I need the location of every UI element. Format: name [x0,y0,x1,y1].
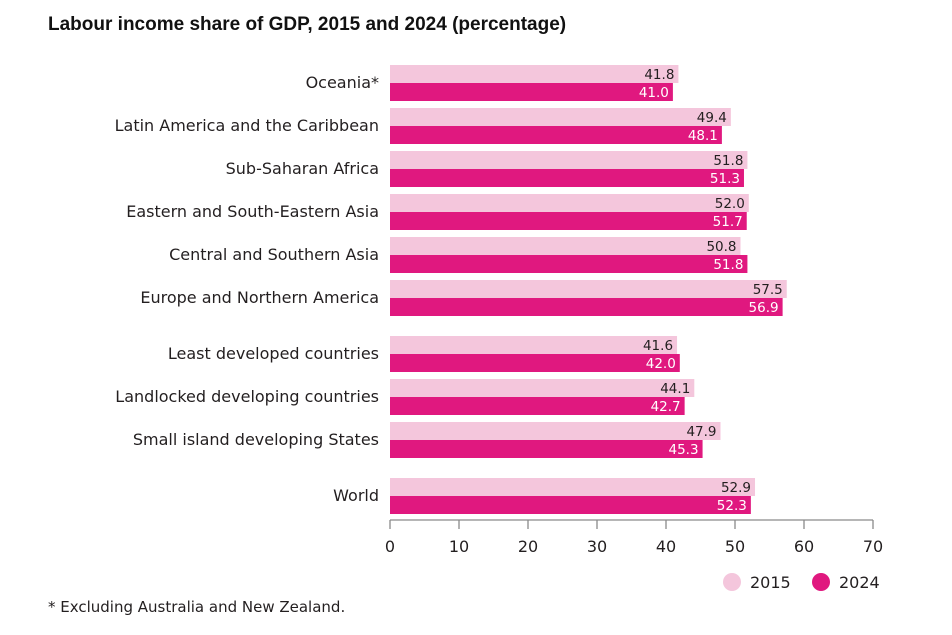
category-label: Sub-Saharan Africa [226,159,379,178]
bar-2024 [390,440,703,458]
bar-2024 [390,212,747,230]
bar-2015 [390,422,721,440]
x-tick-label: 70 [863,537,883,556]
data-label-2024: 48.1 [688,128,718,144]
x-tick-label: 0 [385,537,395,556]
data-label-2015: 41.6 [643,338,673,354]
data-label-2024: 51.8 [713,257,743,273]
legend-swatch-2024 [812,573,830,591]
x-tick-label: 60 [794,537,814,556]
data-label-2015: 57.5 [753,282,783,298]
bar-2024 [390,496,751,514]
x-tick-label: 50 [725,537,745,556]
category-label: Landlocked developing countries [115,387,379,406]
bar-2024 [390,169,744,187]
bar-2024 [390,354,680,372]
category-label: Least developed countries [168,344,379,363]
footnote: * Excluding Australia and New Zealand. [48,598,346,616]
data-label-2015: 52.0 [715,196,745,212]
data-label-2024: 56.9 [749,300,779,316]
data-label-2024: 45.3 [669,442,699,458]
bar-2024 [390,126,722,144]
bar-2015 [390,379,695,397]
data-label-2024: 51.7 [713,214,743,230]
bar-2015 [390,280,787,298]
category-label: Central and Southern Asia [169,245,379,264]
category-label: Oceania* [306,73,379,92]
x-tick-label: 30 [587,537,607,556]
bar-2024 [390,255,748,273]
category-label: World [333,486,379,505]
bar-2024 [390,298,783,316]
bar-2015 [390,108,731,126]
data-label-2015: 44.1 [660,381,690,397]
bar-2015 [390,237,741,255]
data-label-2015: 49.4 [697,110,727,126]
x-tick-label: 40 [656,537,676,556]
category-label: Eastern and South-Eastern Asia [126,202,379,221]
data-label-2024: 42.7 [651,399,681,415]
data-label-2024: 51.3 [710,171,740,187]
chart-title: Labour income share of GDP, 2015 and 202… [48,14,567,35]
bar-2024 [390,397,685,415]
data-label-2015: 41.8 [644,67,674,83]
legend-swatch-2015 [723,573,741,591]
data-label-2015: 47.9 [686,424,716,440]
data-label-2015: 50.8 [706,239,736,255]
legend-label-2015: 2015 [750,573,791,592]
bar-2015 [390,336,678,354]
legend-label-2024: 2024 [839,573,880,592]
data-label-2015: 51.8 [713,153,743,169]
bar-2015 [390,65,679,83]
bar-2024 [390,83,673,101]
legend: 2015 2024 [723,573,880,592]
category-label: Europe and Northern America [140,288,379,307]
x-tick-label: 10 [449,537,469,556]
x-axis: 0 10 20 30 40 50 60 70 [385,519,883,556]
data-label-2024: 41.0 [639,85,669,101]
bar-2015 [390,194,749,212]
category-label: Small island developing States [133,430,379,449]
data-label-2015: 52.9 [721,480,751,496]
bar-chart: Oceania* 41.8 41.0 Latin America and the Ca… [115,65,883,592]
category-label: Latin America and the Caribbean [115,116,379,135]
data-label-2024: 42.0 [646,356,676,372]
bar-2015 [390,151,748,169]
data-label-2024: 52.3 [717,498,747,514]
bar-2015 [390,478,756,496]
bars-layer: Oceania* 41.8 41.0 Latin America and the Ca… [115,65,787,514]
x-tick-label: 20 [518,537,538,556]
